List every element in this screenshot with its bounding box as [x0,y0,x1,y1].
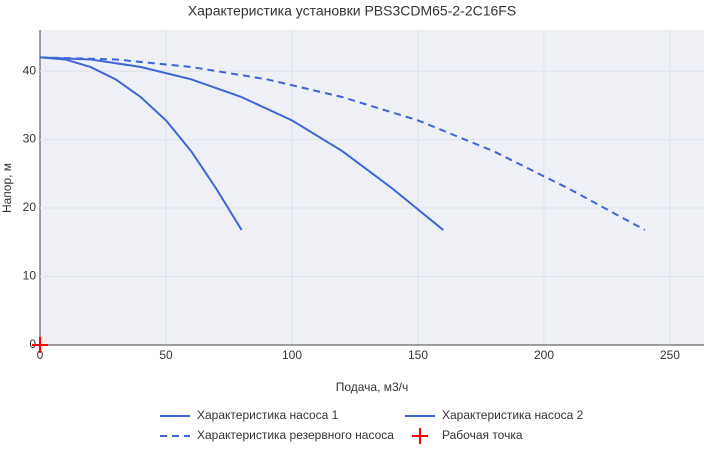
x-tick-label: 0 [37,348,44,362]
y-tick-label: 20 [23,200,37,214]
legend-label: Характеристика насоса 2 [442,408,584,422]
x-tick-label: 200 [534,348,554,362]
y-tick-label: 10 [23,269,37,283]
marker [32,337,48,353]
x-tick-label: 150 [408,348,428,362]
series-line [39,56,444,231]
chart-title: Характеристика установки PBS3CDM65-2-2C1… [188,3,516,19]
y-tick-label: 30 [23,132,37,146]
series-line [39,56,646,231]
y-tick-label: 40 [23,63,37,77]
x-tick-label: 100 [282,348,302,362]
legend-label: Характеристика резервного насоса [197,428,394,442]
x-tick-label: 50 [159,348,173,362]
series-line [39,56,243,231]
plot-area [40,30,704,345]
x-axis-title: Подача, м3/ч [336,380,409,394]
x-tick-label: 250 [660,348,680,362]
legend-label: Характеристика насоса 1 [197,408,339,422]
legend-label: Рабочая точка [442,428,523,442]
y-axis-title: Напор, м [0,163,14,213]
marker [412,428,428,444]
